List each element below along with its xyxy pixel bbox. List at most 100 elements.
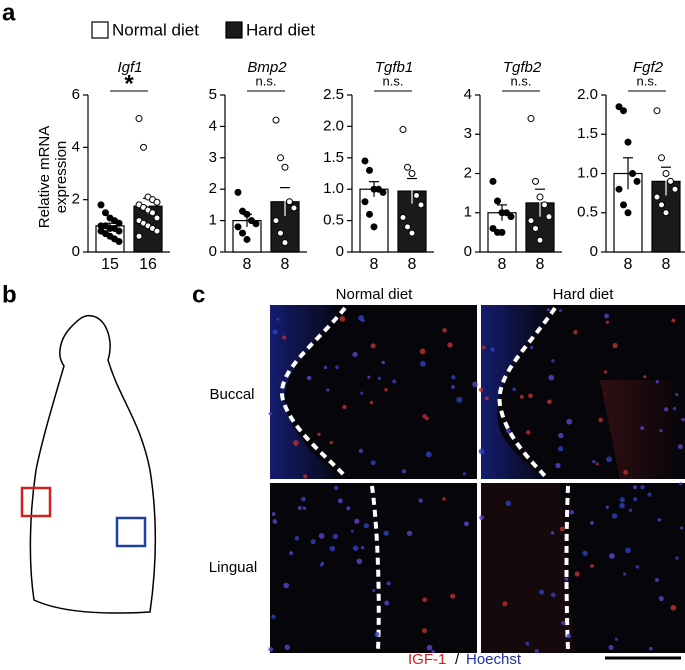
data-point	[532, 177, 539, 185]
y-tick-label: 2	[72, 191, 80, 208]
tissue-region	[481, 483, 575, 653]
boundary-line	[279, 306, 347, 478]
nucleus	[384, 388, 388, 392]
nucleus	[370, 460, 376, 466]
y-tick-label: 4	[72, 138, 80, 155]
nucleus	[561, 620, 566, 626]
significance-label: n.s.	[511, 73, 532, 88]
significance-label: n.s.	[383, 73, 404, 88]
x-tick-label: 8	[243, 256, 252, 273]
nucleus	[335, 365, 339, 370]
y-tick-label: 1.5	[323, 149, 344, 166]
data-point	[527, 115, 535, 123]
data-point	[658, 154, 665, 162]
data-point	[115, 219, 123, 227]
nucleus	[268, 646, 274, 652]
data-point	[615, 185, 623, 193]
y-axis-label: Relative mRNA expression	[36, 125, 70, 229]
significance-label: n.s.	[637, 73, 658, 88]
data-point	[503, 209, 510, 217]
nucleus	[558, 432, 564, 439]
nucleus	[670, 604, 677, 611]
data-point	[153, 214, 161, 222]
nucleus	[283, 582, 289, 589]
nucleus	[456, 396, 463, 403]
panel-label: b	[2, 281, 17, 308]
nucleus	[462, 472, 467, 476]
nucleus	[574, 571, 580, 577]
nucleus	[647, 492, 652, 497]
significance-label: *	[124, 70, 134, 97]
nucleus	[426, 644, 433, 651]
nucleus	[422, 628, 427, 634]
nucleus	[294, 536, 300, 541]
nucleus	[276, 317, 280, 321]
nucleus	[526, 430, 531, 435]
nucleus	[559, 526, 565, 532]
nucleus	[609, 553, 615, 559]
x-tick-label: 8	[281, 256, 290, 273]
nucleus	[482, 346, 486, 350]
nucleus	[512, 387, 517, 392]
nucleus	[317, 432, 321, 436]
nucleus	[323, 365, 328, 370]
nucleus	[558, 308, 563, 313]
nucleus	[293, 440, 299, 446]
nucleus	[463, 521, 469, 527]
y-tick-label: 3	[464, 125, 472, 142]
panel-label: c	[192, 281, 205, 308]
y-tick-label: 1.5	[577, 125, 598, 142]
data-point	[536, 193, 544, 201]
y-tick-label: 4	[464, 86, 472, 103]
nucleus	[539, 589, 545, 595]
nucleus	[612, 342, 618, 349]
nucleus	[302, 506, 307, 510]
y-tick-label: 5	[209, 86, 217, 103]
nucleus	[608, 644, 614, 650]
nucleus	[555, 462, 561, 469]
chart-title: Igf1	[117, 59, 142, 76]
nucleus	[611, 513, 618, 519]
nucleus	[628, 508, 633, 512]
nucleus	[479, 515, 485, 521]
nucleus	[680, 526, 684, 530]
data-point	[653, 193, 661, 201]
nucleus	[310, 539, 316, 545]
data-point	[366, 210, 373, 218]
data-point	[115, 227, 123, 235]
nucleus	[372, 588, 376, 593]
data-point	[404, 163, 411, 171]
nucleus	[675, 392, 679, 397]
legend-label: Hard diet	[246, 20, 315, 39]
data-point	[140, 143, 147, 151]
column-label: Normal diet	[336, 286, 414, 303]
nucleus	[633, 497, 638, 502]
data-point	[252, 220, 260, 228]
y-tick-label: 2.0	[323, 117, 344, 134]
nucleus	[318, 533, 325, 539]
tooth-outline	[29, 314, 156, 614]
data-point	[624, 138, 632, 146]
nucleus	[301, 496, 306, 502]
y-tick-label: 0	[464, 243, 472, 260]
chart-title: Bmp2	[247, 59, 287, 76]
nucleus	[550, 531, 555, 535]
data-point	[153, 198, 161, 206]
nucleus	[329, 440, 333, 445]
lingual-box	[115, 516, 147, 548]
nucleus	[623, 572, 627, 576]
nucleus	[346, 506, 351, 511]
nucleus	[614, 637, 619, 641]
y-tick-label: 0	[209, 243, 217, 260]
data-point	[272, 116, 280, 124]
nucleus	[342, 404, 347, 410]
data-point	[361, 157, 369, 165]
y-tick-label: 2.0	[577, 86, 598, 103]
nucleus	[268, 411, 272, 416]
data-point	[653, 107, 661, 115]
data-point	[115, 238, 123, 246]
data-point	[489, 177, 497, 185]
nucleus	[442, 328, 447, 333]
row-label: Lingual	[209, 559, 257, 576]
